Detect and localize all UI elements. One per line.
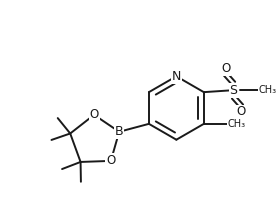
Text: O: O — [221, 62, 230, 75]
Text: O: O — [89, 108, 99, 121]
Text: O: O — [106, 154, 115, 167]
Text: B: B — [115, 125, 123, 138]
Text: CH₃: CH₃ — [228, 119, 246, 129]
Text: CH₃: CH₃ — [258, 85, 276, 95]
Text: O: O — [237, 105, 246, 118]
Text: N: N — [172, 70, 181, 83]
Text: S: S — [230, 84, 237, 97]
